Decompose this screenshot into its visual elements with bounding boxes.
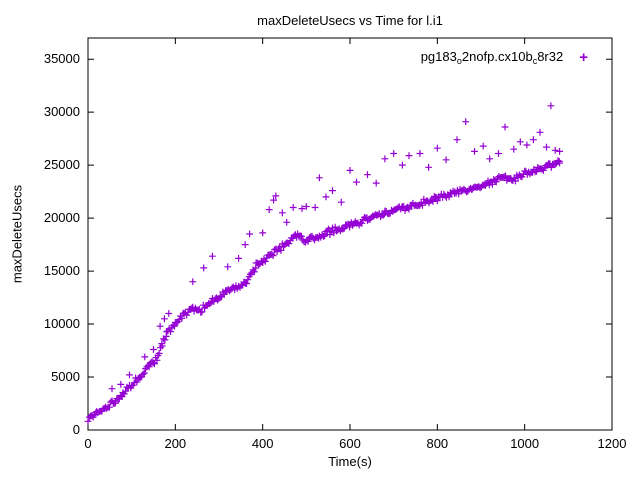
x-tick-label: 1200 <box>598 436 627 451</box>
legend-plus-marker-icon: + <box>579 49 588 66</box>
x-tick-label: 0 <box>84 436 91 451</box>
chart-title: maxDeleteUsecs vs Time for l.i1 <box>257 13 443 28</box>
y-tick-label: 25000 <box>44 157 80 172</box>
legend-label-segment: c <box>532 56 538 66</box>
axis-ticks <box>87 38 613 431</box>
x-tick-label: 400 <box>252 436 274 451</box>
y-tick-label: 20000 <box>44 210 80 225</box>
y-tick-label: 30000 <box>44 104 80 119</box>
plot-frame <box>87 37 613 431</box>
y-tick-label: 5000 <box>51 369 80 384</box>
legend-label-segment: 2nofp.cx10b <box>461 49 533 64</box>
x-tick-label: 600 <box>339 436 361 451</box>
x-tick-label: 800 <box>426 436 448 451</box>
x-tick-label: 1000 <box>510 436 539 451</box>
y-tick-label: 0 <box>73 422 80 437</box>
x-tick-label: 200 <box>164 436 186 451</box>
y-tick-label: 10000 <box>44 316 80 331</box>
legend-label-segment: pg183 <box>420 49 457 64</box>
y-tick-label: 35000 <box>44 51 80 66</box>
legend-label-segment: o <box>456 56 462 66</box>
legend-series-label: pg183o2nofp.cx10bc8r32 <box>421 49 564 66</box>
y-tick-label: 15000 <box>44 263 80 278</box>
scatter-points <box>84 102 563 425</box>
legend: pg183o2nofp.cx10bc8r32 + <box>421 49 588 66</box>
legend-label-segment: 8r32 <box>537 49 564 64</box>
x-axis-label: Time(s) <box>328 454 372 469</box>
